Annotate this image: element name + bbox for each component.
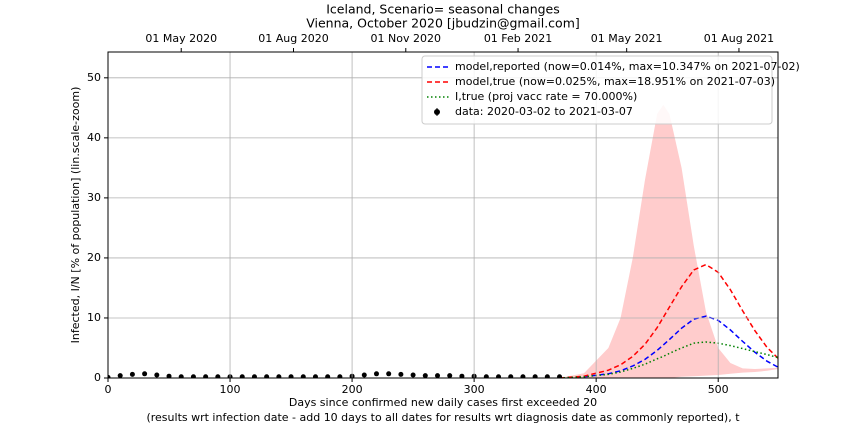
data-point bbox=[215, 374, 221, 378]
plot-area bbox=[108, 104, 778, 378]
legend-box bbox=[421, 55, 773, 125]
x2-tick-label: 01 Aug 2020 bbox=[258, 32, 328, 45]
x2-tick-label: 01 Feb 2021 bbox=[484, 32, 552, 45]
x-axis-label: (results wrt infection date - add 10 day… bbox=[146, 411, 740, 424]
legend-swatch bbox=[434, 109, 440, 115]
x2-tick-label: 01 Aug 2021 bbox=[704, 32, 774, 45]
y-tick-label: 30 bbox=[87, 191, 101, 204]
data-point bbox=[410, 372, 416, 378]
data-point bbox=[447, 373, 453, 378]
x2-tick-label: 01 May 2020 bbox=[145, 32, 217, 45]
x-tick-label: 400 bbox=[586, 383, 607, 396]
data-point bbox=[520, 374, 526, 378]
y-tick-label: 10 bbox=[87, 311, 101, 324]
data-point bbox=[239, 374, 245, 378]
data-point bbox=[483, 374, 489, 378]
legend-label: model,true (now=0.025%, max=18.951% on 2… bbox=[455, 75, 775, 88]
data-point bbox=[108, 374, 111, 378]
x2-tick-label: 01 Nov 2020 bbox=[371, 32, 441, 45]
data-point bbox=[398, 371, 404, 377]
data-point bbox=[496, 374, 502, 378]
x-tick-label: 200 bbox=[342, 383, 363, 396]
data-point bbox=[276, 374, 282, 378]
x-tick-label: 500 bbox=[708, 383, 729, 396]
data-point bbox=[190, 374, 196, 378]
data-point bbox=[178, 374, 184, 378]
plot-frame bbox=[107, 51, 779, 379]
y-tick-label: 0 bbox=[94, 371, 101, 384]
data-point bbox=[117, 373, 123, 378]
x-tick-label: 0 bbox=[105, 383, 112, 396]
data-point bbox=[129, 371, 135, 377]
data-point bbox=[154, 372, 160, 378]
x2-tick-label: 01 May 2021 bbox=[591, 32, 663, 45]
data-point bbox=[300, 374, 306, 378]
data-point bbox=[435, 373, 441, 378]
data-point bbox=[508, 374, 514, 378]
data-point bbox=[166, 373, 172, 378]
legend-label: model,reported (now=0.014%, max=10.347% … bbox=[455, 60, 800, 73]
data-point bbox=[422, 373, 428, 378]
x-axis-label: Days since confirmed new daily cases fir… bbox=[289, 396, 597, 409]
data-point bbox=[288, 374, 294, 378]
y-axis-label: Infected, I/N [% of population] (lin.sca… bbox=[69, 87, 82, 344]
data-point bbox=[264, 374, 270, 378]
data-point bbox=[203, 374, 209, 378]
y-tick-label: 20 bbox=[87, 251, 101, 264]
data-point bbox=[251, 374, 257, 378]
data-point bbox=[142, 371, 148, 377]
legend-label: data: 2020-03-02 to 2021-03-07 bbox=[455, 105, 633, 118]
legend-label: I,true (proj vacc rate = 70.000%) bbox=[455, 90, 637, 103]
chart-title: Iceland, Scenario= seasonal changes bbox=[326, 2, 560, 17]
y-tick-label: 50 bbox=[87, 71, 101, 84]
data-point bbox=[337, 374, 343, 378]
data-point bbox=[386, 371, 392, 377]
chart-subtitle: Vienna, October 2020 [jbudzin@gmail.com] bbox=[306, 16, 580, 31]
data-point bbox=[557, 374, 563, 378]
x-tick-label: 300 bbox=[464, 383, 485, 396]
data-point bbox=[532, 374, 538, 378]
data-point bbox=[544, 374, 550, 378]
data-point bbox=[373, 371, 379, 377]
series-line bbox=[559, 341, 778, 378]
data-point bbox=[325, 374, 331, 378]
series-line bbox=[559, 263, 778, 378]
data-point bbox=[312, 374, 318, 378]
series-line bbox=[559, 315, 778, 378]
y-tick-label: 40 bbox=[87, 131, 101, 144]
data-point bbox=[459, 373, 465, 378]
uncertainty-band bbox=[559, 104, 778, 378]
data-point bbox=[361, 372, 367, 378]
x-tick-label: 100 bbox=[220, 383, 241, 396]
